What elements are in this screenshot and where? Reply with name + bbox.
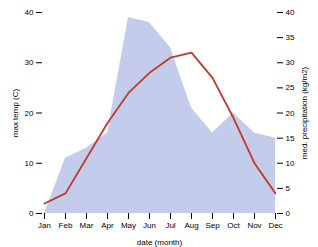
svg-text:40: 40 — [25, 8, 34, 17]
svg-text:30: 30 — [286, 58, 295, 67]
svg-text:0: 0 — [29, 209, 34, 218]
svg-text:Sep: Sep — [205, 221, 220, 230]
svg-text:Oct: Oct — [227, 221, 240, 230]
svg-text:max temp (C): max temp (C) — [11, 88, 20, 137]
svg-text:Apr: Apr — [101, 221, 114, 230]
svg-text:15: 15 — [286, 134, 295, 143]
svg-text:May: May — [121, 221, 136, 230]
svg-text:40: 40 — [286, 8, 295, 17]
svg-text:10: 10 — [286, 159, 295, 168]
svg-text:Jun: Jun — [143, 221, 156, 230]
svg-text:med. precipitation (kg/m2): med. precipitation (kg/m2) — [300, 66, 309, 159]
svg-text:10: 10 — [25, 159, 34, 168]
svg-text:Feb: Feb — [59, 221, 73, 230]
svg-text:35: 35 — [286, 33, 295, 42]
svg-text:0: 0 — [286, 209, 291, 218]
svg-text:Nov: Nov — [247, 221, 261, 230]
svg-text:30: 30 — [25, 58, 34, 67]
svg-text:Dec: Dec — [268, 221, 282, 230]
svg-text:20: 20 — [286, 109, 295, 118]
svg-text:25: 25 — [286, 83, 295, 92]
svg-text:Aug: Aug — [184, 221, 198, 230]
svg-text:Mar: Mar — [80, 221, 94, 230]
svg-text:date (month): date (month) — [137, 238, 183, 247]
svg-text:Jul: Jul — [165, 221, 175, 230]
svg-text:Jan: Jan — [38, 221, 51, 230]
svg-text:5: 5 — [286, 184, 291, 193]
svg-text:20: 20 — [25, 109, 34, 118]
